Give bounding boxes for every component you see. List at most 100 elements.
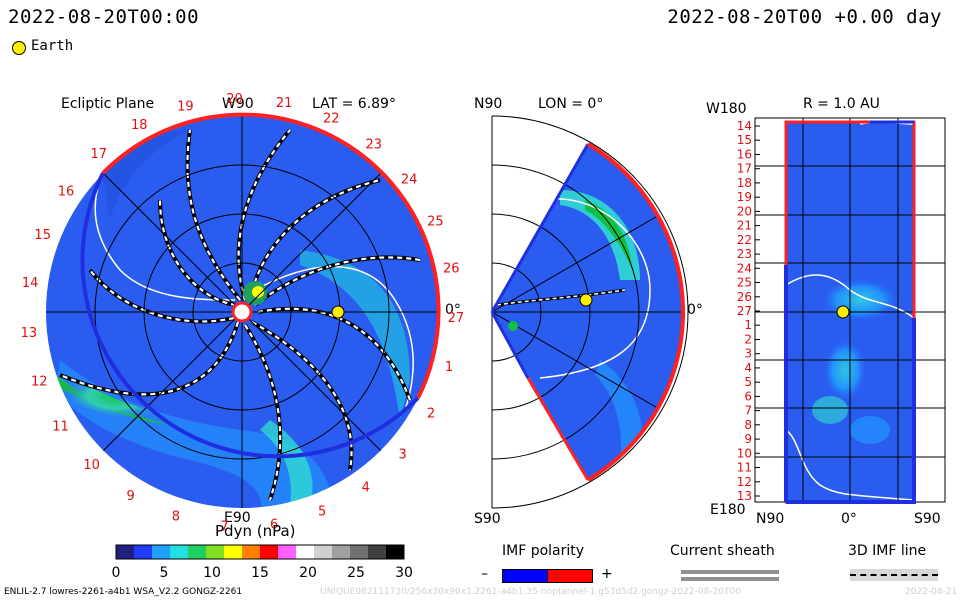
- colorbar-tick-label: 10: [203, 565, 221, 581]
- colorbar-tick-label: 0: [112, 565, 121, 581]
- rotation-numbers: 20 21222324252627123456789101112131415161…: [21, 92, 465, 534]
- colorbar-segment: [386, 545, 405, 559]
- colorbar-tick-label: 15: [251, 565, 269, 581]
- footer-run-date: 2022-08-21: [905, 587, 958, 597]
- rsurface-y-label: 20: [737, 204, 752, 218]
- rotation-number-label: 6: [270, 518, 278, 533]
- meridional-lon-label: LON = 0°: [538, 96, 604, 112]
- rsurface-earth-marker: [836, 305, 850, 319]
- colorbar-segment: [206, 545, 225, 559]
- rsurface-y-label: 12: [737, 475, 752, 489]
- rsurface-y-label: 22: [737, 233, 752, 247]
- colorbar-segment: [296, 545, 315, 559]
- rsurface-y-label: 18: [737, 176, 752, 190]
- imf-line-title: 3D IMF line: [848, 543, 927, 559]
- ecliptic-lat-label: LAT = 6.89°: [312, 96, 396, 112]
- colorbar-tick-label: 25: [347, 565, 365, 581]
- colorbar-segment: [224, 545, 243, 559]
- rotation-number-label: 7: [220, 519, 228, 534]
- rotation-number-label: 25: [427, 214, 444, 229]
- rotation-number-label: 10: [83, 458, 100, 473]
- rsurface-x-label-s90: S90: [914, 511, 941, 527]
- colorbar-segment: [242, 545, 261, 559]
- rsurface-y-label: 21: [737, 219, 752, 233]
- footer-run-info: UNIQUE082111730/256x30x90x1.2261-a4b1.35…: [320, 587, 741, 597]
- imf-plus-label: +: [601, 566, 613, 582]
- rsurface-plot: [754, 117, 946, 504]
- colorbar-segment: [278, 545, 297, 559]
- rsurface-y-label: 1: [744, 318, 752, 332]
- rotation-number-label: 9: [127, 489, 135, 504]
- rsurface-y-label: 15: [737, 133, 752, 147]
- rotation-number-label: 13: [21, 326, 38, 341]
- rsurface-y-label: 16: [737, 148, 752, 162]
- rsurface-title: R = 1.0 AU: [803, 96, 880, 112]
- colorbar-segment: [170, 545, 189, 559]
- rsurface-y-label: 5: [744, 375, 752, 389]
- rsurface-y-label: 13: [737, 489, 752, 503]
- rotation-number-label: 16: [58, 184, 75, 199]
- rotation-number-label: 14: [22, 276, 39, 291]
- earth-legend-label: Earth: [31, 38, 74, 54]
- rsurface-y-label: 2: [744, 333, 752, 347]
- rsurface-y-label: 26: [737, 290, 752, 304]
- current-sheath-title: Current sheath: [670, 543, 775, 559]
- rotation-number-label: 22: [323, 112, 340, 127]
- colorbar-segment: [260, 545, 279, 559]
- rsurface-top-left-label: W180: [706, 101, 747, 117]
- ecliptic-title: Ecliptic Plane: [61, 96, 155, 112]
- colorbar: [115, 544, 405, 560]
- rotation-number-label: 15: [34, 228, 51, 243]
- rotation-number-label: 21: [276, 96, 293, 111]
- rotation-number-label: 19: [177, 100, 194, 115]
- rsurface-y-label: 6: [744, 389, 752, 403]
- rotation-number-label: 11: [52, 419, 69, 434]
- colorbar-segment: [368, 545, 387, 559]
- rotation-number-label: 4: [362, 481, 370, 496]
- ecliptic-earth-marker: [331, 305, 345, 319]
- ecliptic-right-label: 0°: [445, 302, 461, 318]
- rsurface-y-label: 10: [737, 446, 752, 460]
- colorbar-ticks: 0 5 10 15 20 25 30: [112, 565, 413, 581]
- rotation-number-label: 2: [427, 407, 435, 422]
- rotation-number-label: 8: [172, 510, 180, 525]
- rsurface-y-label: 3: [744, 347, 752, 361]
- rotation-number-label: 23: [366, 137, 383, 152]
- rotation-number-label: 17: [91, 147, 108, 162]
- rotation-number-label: 24: [401, 172, 418, 187]
- colorbar-segment: [116, 545, 135, 559]
- rsurface-bottom-left-label: E180: [710, 502, 746, 518]
- colorbar-tick-label: 20: [299, 565, 317, 581]
- colorbar-segment: [134, 545, 153, 559]
- colorbar-tick-label: 5: [160, 565, 169, 581]
- rsurface-y-label: 11: [737, 461, 752, 475]
- timestamp-right: 2022-08-20T00 +0.00 day: [667, 6, 942, 28]
- imf-positive-swatch: [547, 569, 593, 583]
- ecliptic-plot: [46, 112, 441, 508]
- ecliptic-top-label: W90: [222, 96, 254, 112]
- rotation-number-label: 3: [399, 447, 407, 462]
- colorbar-border: [115, 544, 405, 560]
- rotation-number-label: 20: [226, 92, 243, 107]
- footer-model-info: ENLIL-2.7 lowres-2261-a4b1 WSA_V2.2 GONG…: [4, 587, 243, 597]
- current-sheath-line-1: [681, 570, 779, 574]
- rsurface-y-label: 14: [737, 119, 752, 133]
- imf-line-sample: [850, 574, 938, 576]
- rotation-number-label: 1: [445, 360, 453, 375]
- colorbar-segment: [152, 545, 171, 559]
- colorbar-segment: [350, 545, 369, 559]
- rsurface-x-label-0: 0°: [841, 511, 857, 527]
- rotation-number-label: 18: [131, 118, 148, 133]
- rotation-number-label: 26: [443, 262, 460, 277]
- rsurface-y-label: 24: [737, 261, 752, 275]
- colorbar-segment: [332, 545, 351, 559]
- meridional-bottom-label: S90: [474, 511, 501, 527]
- colorbar-segment: [314, 545, 333, 559]
- rsurface-y-label: 23: [737, 247, 752, 261]
- rsurface-y-label: 7: [744, 404, 752, 418]
- earth-marker-icon: [12, 41, 26, 55]
- timestamp-left: 2022-08-20T00:00: [8, 6, 200, 28]
- rotation-number-label: 12: [31, 375, 48, 390]
- rsurface-y-labels: 1415161718192021222324252627123456789101…: [737, 119, 760, 503]
